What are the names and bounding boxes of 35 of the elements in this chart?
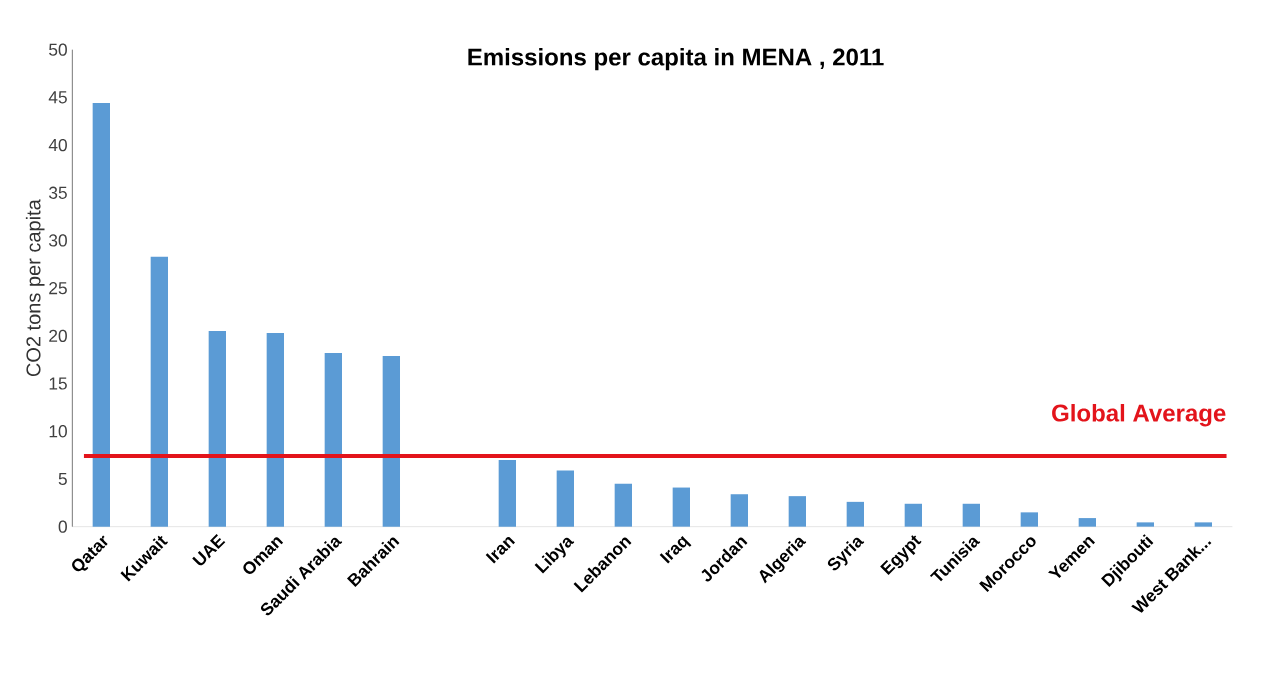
bar bbox=[672, 487, 690, 527]
bar bbox=[266, 333, 284, 527]
bar bbox=[730, 494, 749, 527]
x-tick-label: Iraq bbox=[659, 536, 692, 564]
y-tick-label: 35 bbox=[49, 186, 67, 199]
y-axis-title: CO2 tons per capita bbox=[25, 199, 45, 377]
bar bbox=[150, 256, 168, 527]
bar bbox=[614, 483, 633, 527]
y-tick-label: 40 bbox=[48, 138, 67, 152]
bar bbox=[498, 459, 517, 527]
bar bbox=[1194, 522, 1213, 527]
y-tick-label: 15 bbox=[49, 377, 67, 390]
x-tick-label: Iran bbox=[485, 537, 516, 564]
bar bbox=[962, 503, 981, 527]
y-tick-label: 25 bbox=[49, 282, 67, 295]
bar bbox=[1136, 522, 1155, 527]
ref-line-label: Global Average bbox=[1052, 403, 1226, 427]
chart-title: Emissions per capita in MENA , 2011 bbox=[468, 47, 884, 71]
y-tick-label: 20 bbox=[49, 329, 67, 342]
bar bbox=[1078, 518, 1097, 527]
bar bbox=[846, 501, 865, 527]
bar bbox=[556, 470, 574, 527]
y-tick-label: 10 bbox=[49, 425, 67, 438]
bar bbox=[92, 103, 110, 527]
y-tick-label: 30 bbox=[49, 234, 67, 247]
bar bbox=[904, 503, 923, 527]
bar bbox=[208, 331, 226, 527]
bar bbox=[788, 496, 806, 527]
y-tick-label: 5 bbox=[58, 472, 67, 486]
bar bbox=[382, 355, 401, 527]
bar bbox=[324, 353, 342, 527]
bar bbox=[1020, 512, 1039, 527]
y-tick-label: 0 bbox=[58, 520, 67, 533]
y-tick-label: 50 bbox=[49, 43, 67, 56]
y-tick-label: 45 bbox=[48, 91, 67, 104]
